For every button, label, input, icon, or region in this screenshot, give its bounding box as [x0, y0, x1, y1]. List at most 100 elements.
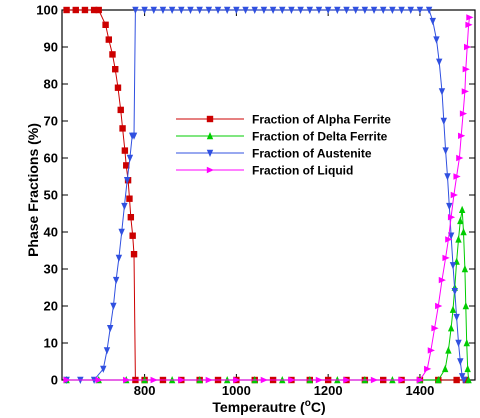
data-point [306, 6, 313, 14]
data-point [63, 376, 71, 384]
data-point [130, 251, 138, 258]
data-point [279, 6, 286, 14]
data-point [407, 6, 414, 14]
legend-entry: Fraction of Liquid [176, 164, 353, 178]
series-fraction-of-delta-ferrite [63, 205, 472, 384]
data-point [442, 147, 449, 155]
data-point [445, 346, 452, 354]
data-point [438, 276, 446, 284]
data-point [447, 232, 455, 240]
y-tick-label: 20 [44, 299, 58, 314]
legend-marker [206, 132, 214, 140]
legend-entry: Fraction of Delta Ferrite [176, 130, 388, 144]
series-line [66, 17, 470, 381]
data-point [260, 376, 268, 384]
data-point [398, 376, 406, 384]
data-point [114, 84, 122, 91]
data-point [370, 376, 379, 384]
data-point [442, 254, 450, 262]
data-point [435, 302, 443, 310]
data-point [63, 6, 70, 14]
data-point [456, 154, 464, 162]
data-point [224, 6, 231, 14]
data-point [109, 51, 116, 58]
data-point [118, 228, 125, 236]
data-point [297, 6, 304, 14]
data-point [455, 339, 462, 347]
data-point [453, 376, 460, 384]
data-point [466, 14, 474, 21]
data-point [315, 376, 323, 384]
x-tick-label: 1200 [314, 383, 343, 398]
data-point [315, 6, 323, 14]
data-point [288, 376, 296, 384]
data-point [455, 235, 462, 243]
data-point [450, 191, 458, 199]
y-axis-title: Phase Fractions (%) [25, 123, 41, 257]
data-point [431, 325, 439, 332]
data-point [81, 6, 89, 14]
data-point [121, 202, 128, 211]
data-point [462, 66, 470, 73]
data-point [425, 6, 433, 14]
data-point [458, 132, 466, 139]
data-point [465, 376, 472, 384]
data-point [461, 265, 469, 273]
series-fraction-of-liquid [63, 14, 474, 384]
data-point [127, 214, 135, 221]
data-point [90, 6, 98, 14]
data-point [214, 6, 222, 14]
data-point [463, 339, 470, 347]
data-point [110, 302, 117, 310]
data-point [112, 66, 119, 73]
legend-label: Fraction of Austenite [252, 147, 372, 161]
data-point [233, 376, 241, 384]
data-point [440, 117, 447, 125]
data-point [447, 324, 455, 332]
data-point [288, 6, 295, 14]
y-tick-label: 100 [36, 3, 58, 18]
data-point [433, 36, 440, 44]
data-point [150, 6, 157, 14]
data-point [168, 6, 176, 14]
data-point [106, 325, 114, 333]
data-point [117, 106, 124, 114]
data-point [427, 347, 435, 354]
data-point [242, 6, 249, 14]
x-tick-label: 800 [134, 383, 156, 398]
data-point [441, 364, 449, 373]
legend-label: Fraction of Alpha Ferrite [252, 113, 391, 127]
data-point [205, 376, 213, 384]
data-point [451, 288, 459, 296]
data-point [462, 376, 470, 384]
data-point [95, 6, 102, 14]
data-point [205, 6, 213, 14]
legend-marker [206, 166, 214, 174]
series-line [66, 209, 470, 381]
data-point [380, 6, 387, 14]
data-point [444, 173, 451, 181]
series-line [66, 9, 466, 381]
data-point [429, 17, 436, 26]
legend-label: Fraction of Liquid [252, 164, 353, 178]
data-point [461, 88, 469, 95]
data-point [159, 6, 167, 14]
data-point [251, 6, 258, 14]
data-point [361, 6, 369, 14]
data-point [424, 365, 432, 373]
series-fraction-of-alpha-ferrite [63, 6, 470, 384]
y-tick-label: 40 [44, 225, 58, 240]
data-point [121, 147, 129, 154]
data-point [453, 173, 461, 180]
legend-entry: Fraction of Alpha Ferrite [176, 113, 391, 127]
y-tick-label: 60 [44, 151, 58, 166]
data-point [463, 43, 472, 51]
data-point [150, 376, 158, 384]
data-point [196, 6, 203, 14]
data-point [435, 376, 442, 384]
data-point [123, 177, 131, 185]
data-point [178, 6, 185, 14]
data-point [126, 195, 133, 202]
data-point [123, 162, 130, 169]
